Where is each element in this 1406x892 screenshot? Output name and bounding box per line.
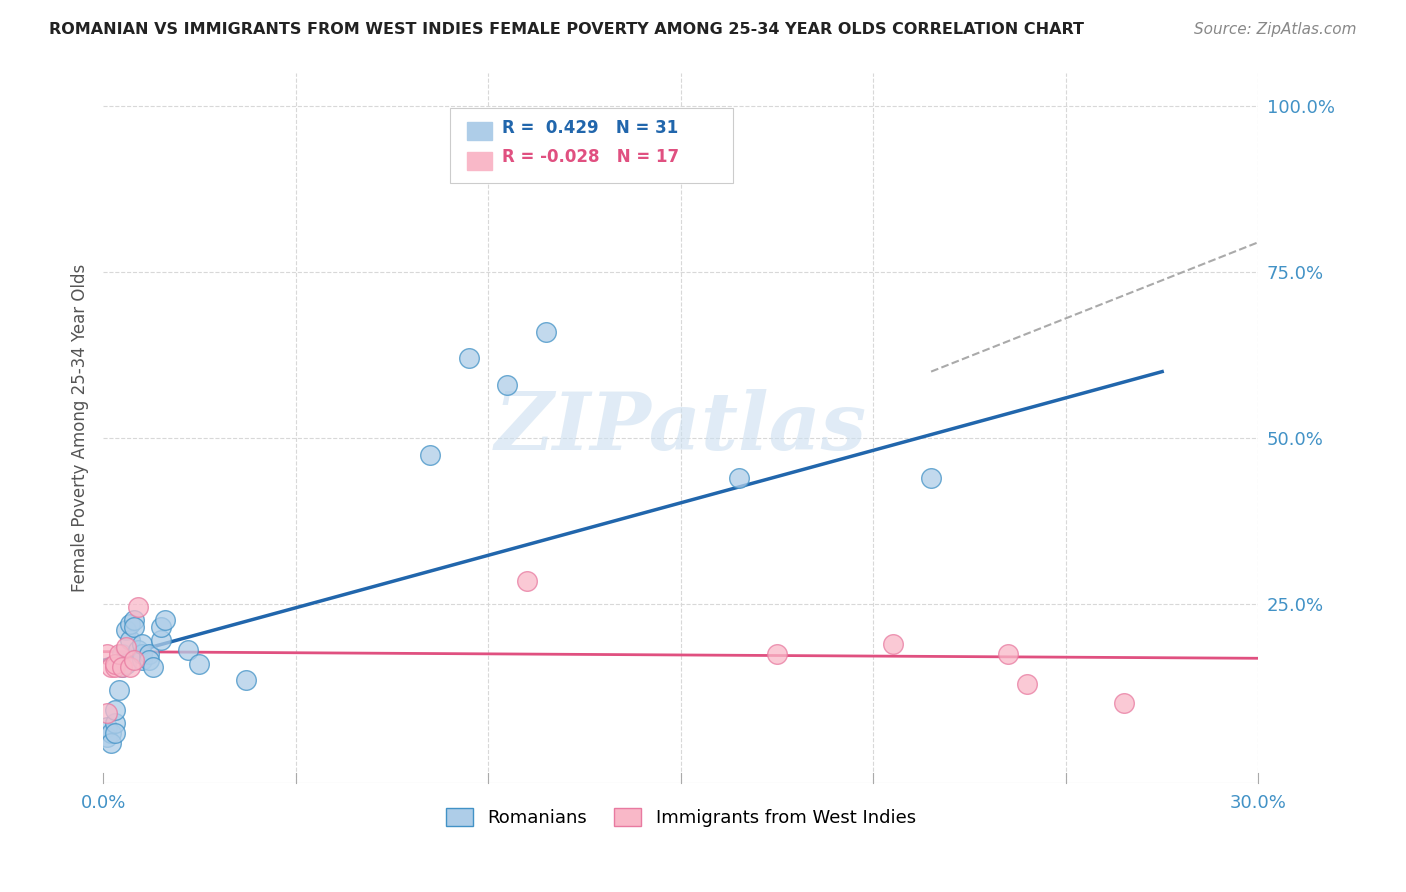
Point [149,633,172,648]
Point [120,616,142,631]
Text: R =  0.429   N = 31: R = 0.429 N = 31 [502,119,678,136]
Point [122,620,145,634]
Point [104,716,127,731]
Point [107,647,129,661]
Point [142,660,165,674]
Point [766,647,789,661]
Point [153,614,176,628]
Text: ROMANIAN VS IMMIGRANTS FROM WEST INDIES FEMALE POVERTY AMONG 25-34 YEAR OLDS COR: ROMANIAN VS IMMIGRANTS FROM WEST INDIES … [49,22,1084,37]
Point [419,448,441,462]
Point [111,660,134,674]
Bar [467,152,492,170]
Point [96,706,118,721]
Point [1017,676,1039,690]
Point [882,637,904,651]
Point [727,471,749,485]
Text: Source: ZipAtlas.com: Source: ZipAtlas.com [1194,22,1357,37]
Point [1112,697,1135,711]
Point [177,643,200,657]
Point [534,325,557,339]
Point [127,643,149,657]
Y-axis label: Female Poverty Among 25-34 Year Olds: Female Poverty Among 25-34 Year Olds [72,264,89,592]
Point [115,657,138,671]
Point [149,620,172,634]
Point [100,660,122,674]
Point [104,703,127,717]
Point [131,637,153,651]
Legend: Romanians, Immigrants from West Indies: Romanians, Immigrants from West Indies [439,801,922,834]
Point [115,640,138,654]
Point [104,726,127,740]
Point [122,614,145,628]
Point [96,730,118,744]
Point [120,633,142,648]
Point [458,351,481,366]
Text: R = -0.028   N = 17: R = -0.028 N = 17 [502,148,679,167]
Point [127,600,149,615]
Point [138,653,160,667]
Point [107,683,129,698]
Point [496,377,519,392]
Point [100,726,122,740]
Point [111,647,134,661]
Text: ZIPatlas: ZIPatlas [495,389,868,467]
Point [188,657,211,671]
Bar [467,122,492,140]
Point [920,471,942,485]
Point [115,624,138,638]
Point [120,660,142,674]
Point [104,660,127,674]
Point [122,653,145,667]
Point [516,574,538,588]
Point [96,647,118,661]
Point [100,736,122,750]
Point [104,657,127,671]
Point [111,660,134,674]
Point [96,720,118,734]
FancyBboxPatch shape [450,109,733,183]
Point [235,673,257,688]
Point [997,647,1019,661]
Point [131,647,153,661]
Point [138,647,160,661]
Point [131,653,153,667]
